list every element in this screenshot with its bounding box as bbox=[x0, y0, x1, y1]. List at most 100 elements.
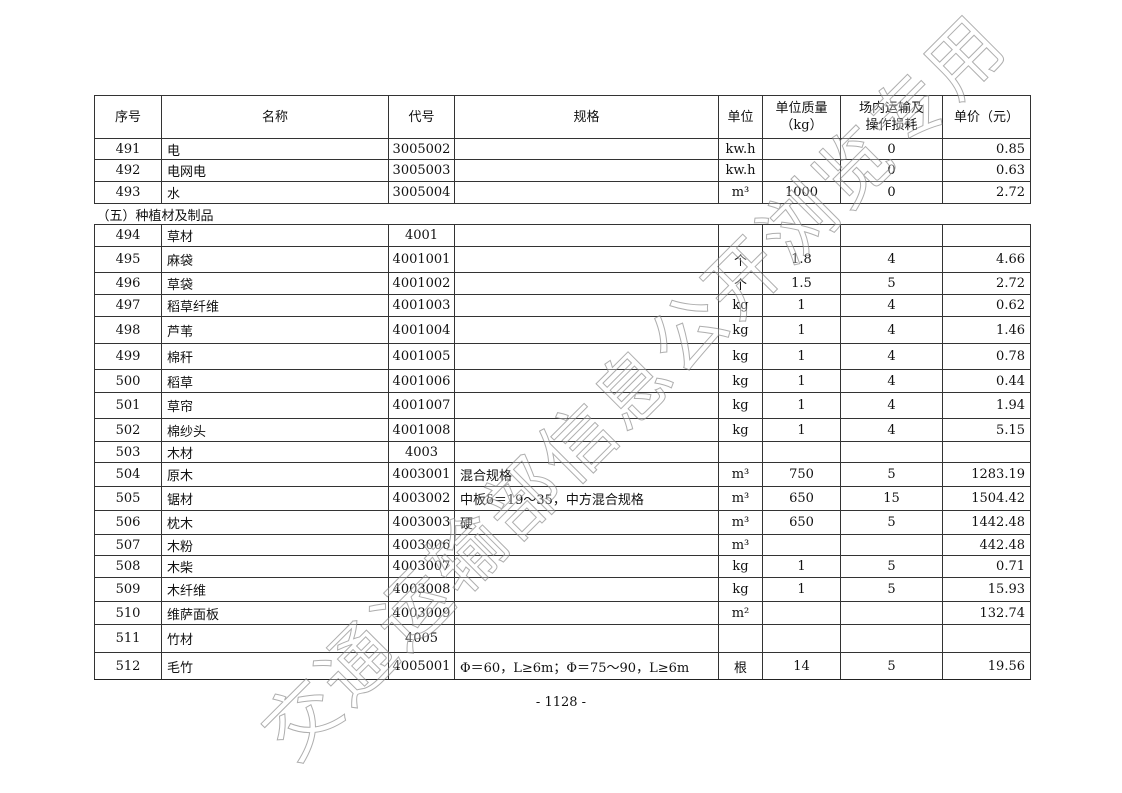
cell-loss: 4 bbox=[840, 369, 943, 393]
cell-code: 4001003 bbox=[388, 294, 455, 317]
cell-loss: 5 bbox=[840, 652, 943, 680]
cell-spec bbox=[454, 418, 719, 442]
cell-no: 507 bbox=[94, 534, 162, 556]
cell-mass: 1.5 bbox=[762, 272, 841, 295]
cell-name: 稻草 bbox=[161, 369, 389, 393]
cell-price: 1442.48 bbox=[942, 510, 1031, 535]
cell-mass bbox=[762, 441, 841, 463]
cell-price: 442.48 bbox=[942, 534, 1031, 556]
cell-name: 电网电 bbox=[161, 159, 389, 182]
cell-loss: 0 bbox=[840, 138, 943, 160]
cell-loss: 5 bbox=[840, 272, 943, 295]
cell-no: 504 bbox=[94, 462, 162, 487]
cell-spec bbox=[454, 343, 719, 370]
cell-name: 棉纱头 bbox=[161, 418, 389, 442]
cell-code: 4005001 bbox=[388, 652, 455, 680]
cell-mass: 1 bbox=[762, 555, 841, 578]
cell-no: 503 bbox=[94, 441, 162, 463]
cell-loss: 0 bbox=[840, 159, 943, 182]
table-row: 502 棉纱头 4001008 kg 1 4 5.15 bbox=[94, 418, 1031, 442]
price-table: 序号 名称 代号 规格 单位 单位质量 （kg） 场内运输及 操作损耗 单价（元） 491 电 3… bbox=[94, 95, 1031, 680]
cell-price: 5.15 bbox=[942, 418, 1031, 442]
cell-price: 0.71 bbox=[942, 555, 1031, 578]
column-header: 名称 bbox=[161, 95, 389, 139]
cell-spec bbox=[454, 316, 719, 344]
cell-spec: 硬 bbox=[454, 510, 719, 535]
cell-no: 492 bbox=[94, 159, 162, 182]
cell-no: 506 bbox=[94, 510, 162, 535]
cell-no: 498 bbox=[94, 316, 162, 344]
cell-unit: kw.h bbox=[718, 138, 763, 160]
table-row: 498 芦苇 4001004 kg 1 4 1.46 bbox=[94, 316, 1031, 344]
cell-name: 草帘 bbox=[161, 392, 389, 419]
cell-price: 0.44 bbox=[942, 369, 1031, 393]
cell-name: 木粉 bbox=[161, 534, 389, 556]
column-header: 场内运输及 操作损耗 bbox=[840, 95, 943, 139]
cell-name: 维萨面板 bbox=[161, 601, 389, 625]
table-row: 501 草帘 4001007 kg 1 4 1.94 bbox=[94, 392, 1031, 419]
cell-price bbox=[942, 441, 1031, 463]
cell-unit: 个 bbox=[718, 272, 763, 295]
cell-no: 496 bbox=[94, 272, 162, 295]
cell-mass: 1 bbox=[762, 392, 841, 419]
cell-price: 0.85 bbox=[942, 138, 1031, 160]
cell-mass: 1 bbox=[762, 316, 841, 344]
cell-spec bbox=[454, 601, 719, 625]
table-row: 509 木纤维 4003008 kg 1 5 15.93 bbox=[94, 577, 1031, 602]
cell-code: 4003006 bbox=[388, 534, 455, 556]
cell-name: 稻草纤维 bbox=[161, 294, 389, 317]
cell-loss: 5 bbox=[840, 510, 943, 535]
cell-mass bbox=[762, 601, 841, 625]
cell-unit: kg bbox=[718, 369, 763, 393]
cell-spec bbox=[454, 534, 719, 556]
table-row: 504 原木 4003001 混合规格 m³ 750 5 1283.19 bbox=[94, 462, 1031, 487]
table-row: 494 草材 4001 bbox=[94, 224, 1031, 247]
cell-price: 1504.42 bbox=[942, 486, 1031, 511]
cell-mass bbox=[762, 534, 841, 556]
cell-unit: kg bbox=[718, 555, 763, 578]
cell-unit: m³ bbox=[718, 462, 763, 487]
cell-price: 2.72 bbox=[942, 181, 1031, 204]
cell-spec bbox=[454, 369, 719, 393]
column-header: 单位 bbox=[718, 95, 763, 139]
cell-no: 505 bbox=[94, 486, 162, 511]
cell-price: 15.93 bbox=[942, 577, 1031, 602]
cell-loss: 5 bbox=[840, 555, 943, 578]
cell-no: 494 bbox=[94, 224, 162, 247]
table-row: 511 竹材 4005 bbox=[94, 624, 1031, 653]
column-header: 规格 bbox=[454, 95, 719, 139]
cell-no: 502 bbox=[94, 418, 162, 442]
cell-code: 4001002 bbox=[388, 272, 455, 295]
column-header: 单价（元） bbox=[942, 95, 1031, 139]
cell-code: 4003001 bbox=[388, 462, 455, 487]
cell-spec bbox=[454, 441, 719, 463]
section-title: （五）种植材及制品 bbox=[94, 203, 1031, 225]
cell-no: 491 bbox=[94, 138, 162, 160]
cell-price: 2.72 bbox=[942, 272, 1031, 295]
cell-name: 木材 bbox=[161, 441, 389, 463]
cell-no: 499 bbox=[94, 343, 162, 370]
cell-unit: kg bbox=[718, 577, 763, 602]
cell-no: 511 bbox=[94, 624, 162, 653]
cell-price: 1.94 bbox=[942, 392, 1031, 419]
cell-name: 枕木 bbox=[161, 510, 389, 535]
cell-code: 4001001 bbox=[388, 246, 455, 273]
cell-spec bbox=[454, 392, 719, 419]
cell-code: 4003003 bbox=[388, 510, 455, 535]
cell-no: 493 bbox=[94, 181, 162, 204]
table-row: 499 棉秆 4001005 kg 1 4 0.78 bbox=[94, 343, 1031, 370]
column-header: 序号 bbox=[94, 95, 162, 139]
cell-no: 500 bbox=[94, 369, 162, 393]
cell-price: 0.78 bbox=[942, 343, 1031, 370]
cell-unit: kg bbox=[718, 418, 763, 442]
cell-code: 4001006 bbox=[388, 369, 455, 393]
cell-unit: m³ bbox=[718, 181, 763, 204]
cell-mass: 1 bbox=[762, 343, 841, 370]
cell-loss: 0 bbox=[840, 181, 943, 204]
cell-unit: kg bbox=[718, 392, 763, 419]
table-row: 493 水 3005004 m³ 1000 0 2.72 bbox=[94, 181, 1031, 204]
cell-name: 竹材 bbox=[161, 624, 389, 653]
cell-mass: 650 bbox=[762, 486, 841, 511]
cell-loss bbox=[840, 534, 943, 556]
cell-code: 4003008 bbox=[388, 577, 455, 602]
